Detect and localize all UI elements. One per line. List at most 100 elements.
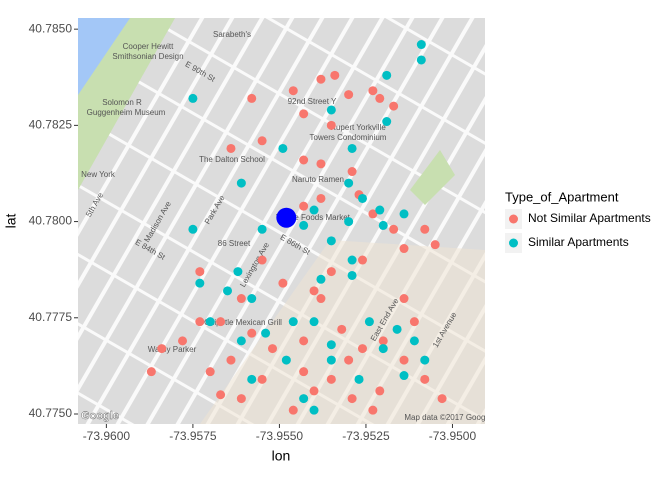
point bbox=[357, 193, 367, 203]
point bbox=[216, 317, 226, 327]
point bbox=[326, 120, 336, 130]
point bbox=[382, 117, 392, 127]
map-label: Warby Parker bbox=[148, 345, 197, 354]
point bbox=[236, 336, 246, 346]
point bbox=[344, 90, 354, 100]
map-label: The Dalton School bbox=[199, 155, 265, 164]
point bbox=[416, 40, 426, 50]
point bbox=[236, 394, 246, 404]
map-label: Solomon R bbox=[102, 98, 142, 107]
point bbox=[344, 217, 354, 227]
point bbox=[378, 336, 388, 346]
legend-label: Not Similar Apartments bbox=[528, 211, 651, 225]
point bbox=[347, 143, 357, 153]
point bbox=[309, 205, 319, 215]
map-park bbox=[410, 150, 455, 205]
point bbox=[309, 405, 319, 415]
map-label: Whole Foods Market bbox=[276, 213, 351, 222]
point bbox=[261, 328, 271, 338]
point bbox=[268, 344, 278, 354]
point bbox=[357, 255, 367, 265]
map-background bbox=[78, 18, 485, 424]
map-label: Naruto Ramen bbox=[292, 175, 344, 184]
point bbox=[399, 371, 409, 381]
point bbox=[326, 374, 336, 384]
point bbox=[375, 386, 385, 396]
map-label: New York bbox=[81, 170, 116, 179]
point bbox=[420, 355, 430, 365]
point bbox=[316, 74, 326, 84]
map-label: Rupert Yorkville bbox=[330, 123, 386, 132]
point bbox=[409, 336, 419, 346]
point bbox=[236, 178, 246, 188]
point bbox=[389, 224, 399, 234]
point bbox=[247, 93, 257, 103]
y-tick-label: 40.7825 bbox=[29, 118, 73, 132]
point bbox=[354, 374, 364, 384]
point bbox=[368, 209, 378, 219]
point bbox=[195, 317, 205, 327]
map-label: Cooper Hewitt bbox=[123, 42, 174, 51]
point bbox=[316, 274, 326, 284]
point bbox=[347, 167, 357, 177]
y-axis-title: lat bbox=[3, 214, 19, 229]
point bbox=[420, 224, 430, 234]
y-tick-label: 40.7775 bbox=[29, 310, 73, 324]
map-label: Map data ©2017 Google bbox=[404, 413, 492, 422]
y-tick-label: 40.7850 bbox=[29, 21, 73, 35]
point bbox=[178, 336, 188, 346]
point bbox=[437, 394, 447, 404]
point bbox=[257, 374, 267, 384]
point bbox=[233, 267, 243, 277]
point bbox=[236, 294, 246, 304]
point bbox=[195, 267, 205, 277]
point bbox=[278, 278, 288, 288]
point bbox=[309, 286, 319, 296]
point bbox=[326, 355, 336, 365]
point bbox=[157, 344, 167, 354]
point bbox=[347, 394, 357, 404]
x-tick-label: -73.9525 bbox=[342, 429, 390, 443]
map-label: Google bbox=[81, 410, 119, 422]
point bbox=[288, 86, 298, 96]
point bbox=[326, 236, 336, 246]
map-label: Chipotle Mexican Grill bbox=[204, 318, 282, 327]
map-label: Towers Condominium bbox=[310, 133, 387, 142]
map-label: 92nd Street Y bbox=[288, 97, 337, 106]
point bbox=[299, 109, 309, 119]
point bbox=[247, 328, 257, 338]
point bbox=[399, 355, 409, 365]
point bbox=[399, 294, 409, 304]
point bbox=[281, 355, 291, 365]
legend-key bbox=[509, 214, 518, 224]
point bbox=[368, 86, 378, 96]
x-tick-label: -73.9500 bbox=[429, 429, 477, 443]
map-label: Sarabeth's bbox=[213, 30, 251, 39]
point bbox=[205, 317, 215, 327]
point bbox=[226, 143, 236, 153]
point bbox=[146, 367, 156, 377]
x-tick-label: -73.9550 bbox=[256, 429, 304, 443]
map-water bbox=[78, 18, 130, 95]
point bbox=[299, 220, 309, 230]
point bbox=[326, 105, 336, 115]
point bbox=[309, 386, 319, 396]
legend-title: Type_of_Apartment bbox=[505, 189, 619, 204]
point bbox=[299, 201, 309, 211]
legend-key bbox=[509, 238, 518, 248]
point bbox=[278, 143, 288, 153]
point bbox=[288, 317, 298, 327]
point bbox=[316, 294, 326, 304]
point bbox=[392, 324, 402, 334]
point bbox=[223, 286, 233, 296]
point bbox=[420, 374, 430, 384]
point bbox=[257, 136, 267, 146]
point bbox=[382, 70, 392, 80]
point bbox=[378, 220, 388, 230]
point bbox=[344, 178, 354, 188]
point bbox=[226, 355, 236, 365]
point bbox=[247, 374, 257, 384]
point bbox=[375, 93, 385, 103]
